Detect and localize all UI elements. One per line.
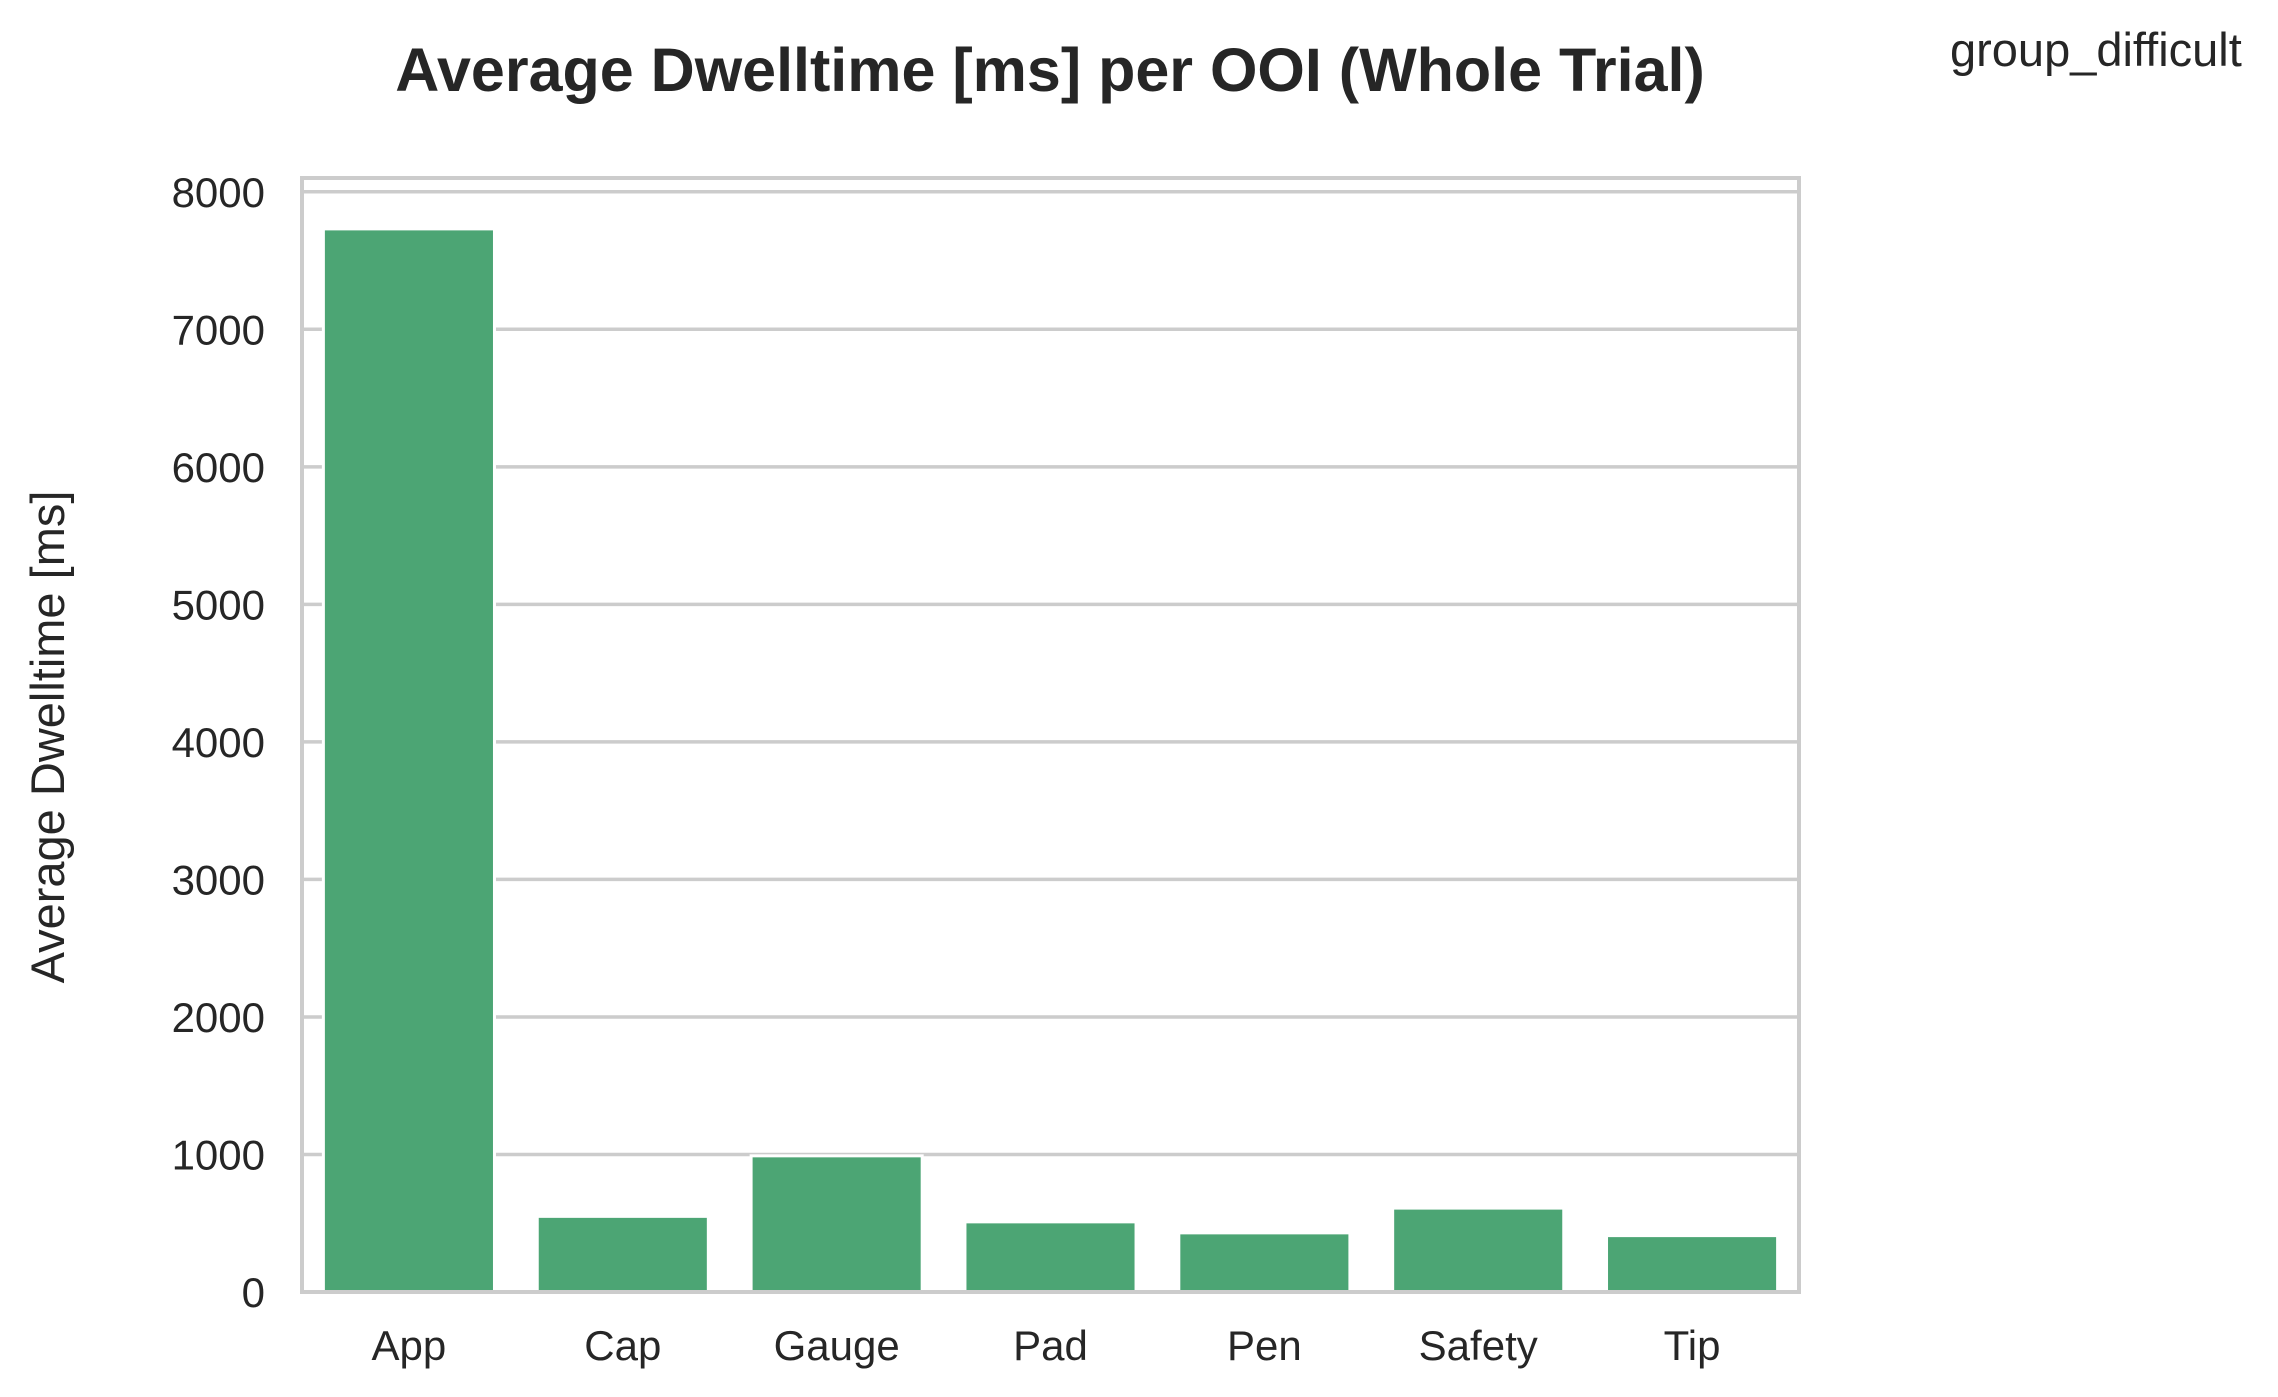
bar-gauge bbox=[749, 1154, 924, 1294]
x-tick-labels: App Cap Gauge Pad Pen Safety Tip bbox=[372, 1322, 1721, 1369]
x-tick-label: Pad bbox=[1013, 1322, 1088, 1369]
bar-app bbox=[321, 227, 496, 1294]
y-axis-label: Average Dwelltime [ms] bbox=[21, 491, 74, 984]
chart-title: Average Dwelltime [ms] per OOI (Whole Tr… bbox=[395, 36, 1705, 104]
y-tick-label: 4000 bbox=[172, 719, 265, 766]
x-tick-label: Pen bbox=[1227, 1322, 1302, 1369]
y-gridlines bbox=[302, 190, 1799, 1294]
bars bbox=[321, 227, 1780, 1294]
axes-frame bbox=[300, 176, 1801, 1294]
x-tick-label: Cap bbox=[584, 1322, 661, 1369]
y-tick-label: 0 bbox=[242, 1269, 265, 1316]
x-tick-label: Safety bbox=[1419, 1322, 1538, 1369]
bar-cap bbox=[535, 1214, 710, 1294]
bar-pad bbox=[963, 1220, 1138, 1294]
figure-corner-label: group_difficult bbox=[1950, 23, 2242, 76]
y-tick-label: 5000 bbox=[172, 581, 265, 628]
y-tick-label: 8000 bbox=[172, 169, 265, 216]
bar-pen bbox=[1177, 1231, 1352, 1294]
y-tick-label: 3000 bbox=[172, 856, 265, 903]
y-tick-label: 6000 bbox=[172, 444, 265, 491]
y-tick-label: 1000 bbox=[172, 1131, 265, 1178]
bar-tip bbox=[1605, 1234, 1780, 1294]
y-tick-labels: 0 1000 2000 3000 4000 5000 6000 7000 8000 bbox=[172, 169, 265, 1316]
x-tick-label: Gauge bbox=[774, 1322, 900, 1369]
bar-safety bbox=[1391, 1206, 1566, 1294]
y-tick-label: 2000 bbox=[172, 994, 265, 1041]
y-tick-label: 7000 bbox=[172, 306, 265, 353]
x-tick-label: App bbox=[372, 1322, 447, 1369]
x-tick-label: Tip bbox=[1664, 1322, 1721, 1369]
